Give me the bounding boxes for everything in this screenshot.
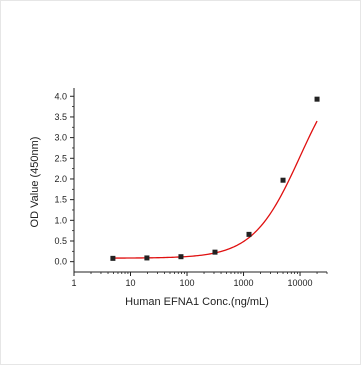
x-tick-label: 10: [126, 278, 136, 288]
y-ticks: 0.0 0.5 1.0 1.5 2.0 2.5 3.0 3.5 4.0: [54, 91, 74, 267]
data-point: [110, 255, 116, 261]
y-tick-label: 1.0: [54, 215, 67, 225]
y-tick-label: 0.0: [54, 257, 67, 267]
y-tick-label: 1.5: [54, 195, 67, 205]
y-tick-label: 4.0: [54, 91, 67, 101]
data-point: [246, 231, 252, 237]
plot-area: 1 10 100 1000 10000 0.0 0.5 1.0 1.5 2.0 2.5 3.0 3.5…: [54, 88, 328, 288]
x-tick-label: 1: [71, 278, 76, 288]
data-point: [144, 255, 150, 261]
data-point: [212, 249, 218, 255]
y-tick-label: 2.0: [54, 174, 67, 184]
data-point: [314, 96, 320, 102]
y-tick-label: 3.5: [54, 112, 67, 122]
y-tick-label: 3.0: [54, 133, 67, 143]
y-tick-label: 0.5: [54, 236, 67, 246]
x-axis-title: Human EFNA1 Conc.(ng/mL): [125, 296, 269, 308]
x-ticks: 1 10 100 1000 10000: [71, 272, 328, 288]
x-tick-label: 100: [180, 278, 195, 288]
data-point: [178, 254, 184, 260]
y-axis-title: OD Value (450nm): [29, 137, 41, 228]
y-tick-label: 2.5: [54, 153, 67, 163]
data-point: [280, 177, 286, 183]
data-points: [110, 96, 320, 261]
fit-curve: [112, 120, 318, 259]
x-tick-label: 10000: [288, 278, 313, 288]
x-tick-label: 1000: [234, 278, 254, 288]
